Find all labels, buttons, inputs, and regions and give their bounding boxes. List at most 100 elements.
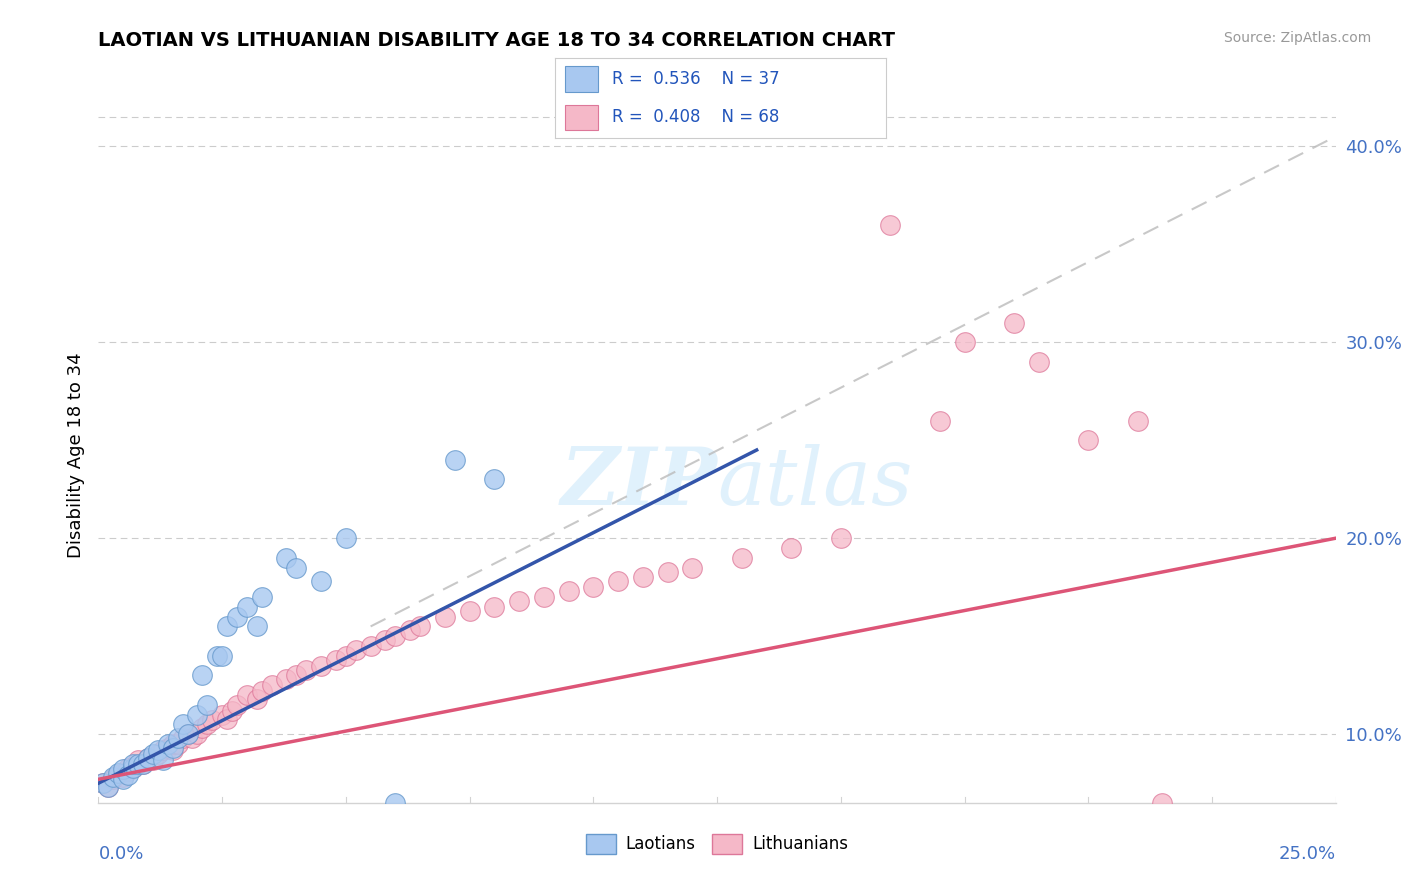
Point [132,756,155,771]
Point [1126,414,1149,428]
Text: atlas: atlas [717,444,912,522]
Point [195,717,218,731]
Point [360,639,382,653]
Point [285,668,308,682]
Point [195,698,218,712]
Point [384,629,406,643]
Point [156,737,179,751]
Point [112,770,135,784]
Point [191,668,214,682]
Text: ZIP: ZIP [560,444,717,522]
Legend: Laotians, Lithuanians: Laotians, Lithuanians [579,827,855,861]
Point [211,707,233,722]
Point [1028,355,1050,369]
Point [384,796,406,810]
Text: 25.0%: 25.0% [1278,845,1336,863]
Point [484,472,506,486]
Point [226,609,249,624]
Point [250,684,273,698]
Point [127,756,149,771]
Point [176,727,198,741]
Point [399,624,422,638]
Point [236,599,259,614]
Point [1152,796,1174,810]
Point [162,743,184,757]
Point [93,776,115,790]
Point [117,764,139,779]
Point [295,663,318,677]
Point [443,452,465,467]
Point [221,704,243,718]
Point [335,531,357,545]
Point [142,753,165,767]
Point [127,753,149,767]
Point [433,609,456,624]
Point [309,574,332,589]
Point [186,727,208,741]
Point [731,550,754,565]
Point [136,750,159,764]
Point [250,590,273,604]
Point [122,756,145,771]
Point [172,731,194,745]
Point [112,772,135,787]
Point [211,648,233,663]
Point [1077,434,1099,448]
Point [117,760,139,774]
Point [557,584,579,599]
Point [879,218,901,232]
Point [335,648,357,663]
Point [103,772,125,787]
Point [309,658,332,673]
Point [681,560,703,574]
Point [260,678,283,692]
Point [156,740,179,755]
Point [107,768,129,782]
Point [201,714,224,728]
Point [325,653,347,667]
Point [142,747,165,761]
Point [191,722,214,736]
Point [246,692,269,706]
Point [146,743,169,757]
Text: R =  0.408    N = 68: R = 0.408 N = 68 [612,109,779,127]
Point [285,560,308,574]
Point [162,737,184,751]
Point [136,750,159,764]
Point [458,604,481,618]
Text: Source: ZipAtlas.com: Source: ZipAtlas.com [1223,31,1371,45]
Point [217,712,239,726]
Point [657,565,679,579]
Point [484,599,506,614]
Point [205,648,228,663]
Point [152,743,174,757]
Point [928,414,950,428]
Point [132,756,155,771]
Point [631,570,654,584]
Point [122,760,145,774]
Point [172,717,194,731]
Text: R =  0.536    N = 37: R = 0.536 N = 37 [612,70,779,87]
Point [97,780,120,794]
FancyBboxPatch shape [565,104,599,130]
Point [236,688,259,702]
Point [107,766,129,780]
Point [152,753,174,767]
Point [953,335,976,350]
Point [186,707,208,722]
Point [93,776,115,790]
Point [780,541,803,555]
Point [607,574,630,589]
Point [217,619,239,633]
Point [122,760,145,774]
Point [226,698,249,712]
Point [276,673,298,687]
Point [276,550,298,565]
Text: 0.0%: 0.0% [98,845,143,863]
Point [1002,316,1025,330]
Point [117,768,139,782]
Y-axis label: Disability Age 18 to 34: Disability Age 18 to 34 [66,352,84,558]
Point [409,619,432,633]
Point [582,580,605,594]
Point [830,531,852,545]
